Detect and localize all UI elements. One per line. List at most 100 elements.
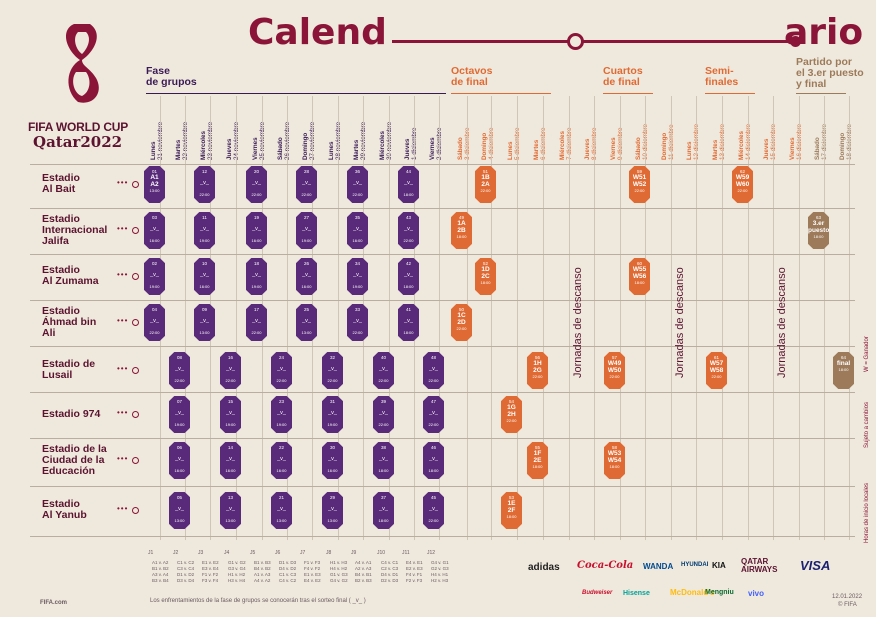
- match-team-b: 2A: [481, 181, 490, 188]
- match-teams: _v_: [328, 456, 337, 462]
- match-time: 18:00: [506, 514, 517, 519]
- sf-rule: [705, 93, 755, 94]
- match-hex: 49 1A 2B 18:00: [451, 212, 472, 249]
- day-header: Sábado26 noviembre: [277, 122, 291, 160]
- match-time: 18:00: [403, 284, 414, 289]
- match-teams: _v_: [353, 318, 362, 324]
- match-time: 18:00: [609, 464, 620, 469]
- match-hex: 64 final 18:00: [833, 352, 854, 389]
- match-teams: _v_: [379, 366, 388, 372]
- match-number: 48: [430, 355, 436, 360]
- sponsor-vivo: vivo: [748, 589, 765, 598]
- match-team-a: 1E: [507, 500, 516, 507]
- column-divider: [185, 96, 186, 540]
- match-time: 18:00: [532, 464, 543, 469]
- match-time: 22:00: [711, 374, 722, 379]
- match-team-b: W58: [709, 367, 724, 374]
- match-team-b: 2F: [507, 507, 516, 514]
- match-time: 22:00: [149, 330, 160, 335]
- match-hex: 54 1G 2H 22:00: [501, 396, 522, 433]
- match-number: 60: [636, 261, 642, 266]
- match-team-b: W54: [607, 457, 622, 464]
- match-number: 58: [611, 445, 617, 450]
- match-time: 22:00: [634, 188, 645, 193]
- match-hex: 36 _v_ 22:00: [347, 166, 368, 203]
- day-header: Jueves24 noviembre: [226, 122, 240, 160]
- group-pairings: D1 v. D3 D4 v. D2 C1 v. C3 C4 v. C2: [279, 560, 297, 583]
- match-team-a: 1B: [481, 174, 490, 181]
- match-time: 16:00: [327, 468, 338, 473]
- title-ball-icon: [567, 33, 584, 50]
- column-divider: [671, 96, 672, 540]
- match-teams: _v_: [429, 410, 438, 416]
- side-note-winner: W = Ganador: [864, 336, 870, 372]
- match-time: 22:00: [327, 378, 338, 383]
- match-time: 22:00: [532, 374, 543, 379]
- day-header: Lunes12 diciembre: [686, 124, 700, 160]
- match-time: 18:00: [634, 280, 645, 285]
- sponsor-kia: KIA: [712, 561, 726, 570]
- match-teams: _v_: [252, 318, 261, 324]
- match-number: 02: [151, 261, 157, 266]
- match-time: 16:00: [301, 284, 312, 289]
- stadium-ball-icon: [132, 457, 139, 464]
- match-number: 63: [815, 215, 821, 220]
- row-divider: [30, 300, 855, 301]
- day-header: Sábado3 diciembre: [457, 127, 471, 160]
- match-time: 22:00: [428, 518, 439, 523]
- match-time: 18:00: [378, 468, 389, 473]
- match-time: 18:00: [378, 518, 389, 523]
- match-number: 45: [430, 495, 436, 500]
- day-header: Viernes2 diciembre: [429, 127, 443, 160]
- match-hex: 06 _v_ 16:00: [169, 442, 190, 479]
- match-time: 22:00: [251, 330, 262, 335]
- sponsor-adidas: adidas: [528, 562, 560, 573]
- column-divider: [236, 96, 237, 540]
- match-teams: _v_: [353, 226, 362, 232]
- match-time: 22:00: [428, 378, 439, 383]
- match-hex: 09 _v_ 13:00: [194, 304, 215, 341]
- match-team-a: W49: [607, 360, 622, 367]
- match-hex: 18 _v_ 19:00: [246, 258, 267, 295]
- match-team-b: 2G: [533, 367, 542, 374]
- match-team-b: 2D: [457, 319, 466, 326]
- match-time: 19:00: [174, 422, 185, 427]
- sponsor-mengniu: Mengniu: [705, 589, 734, 596]
- match-team-b: 2H: [507, 411, 516, 418]
- match-time: 19:00: [199, 238, 210, 243]
- match-number: 21: [278, 495, 284, 500]
- match-time: 22:00: [378, 422, 389, 427]
- match-number: 61: [713, 355, 719, 360]
- match-number: 06: [176, 445, 182, 450]
- section-groups: Fase de grupos: [146, 65, 197, 88]
- match-team-a: W55: [632, 266, 647, 273]
- day-name: Lunes: [507, 141, 514, 160]
- match-hex: 38 _v_ 18:00: [373, 442, 394, 479]
- day-name: Jueves: [763, 138, 770, 160]
- match-teams: _v_: [429, 506, 438, 512]
- stadium-dots: •••: [117, 316, 129, 325]
- row-divider: [30, 208, 855, 209]
- group-pairings: H1 v. H3 H4 v. H2 G1 v. G3 G4 v. G2: [330, 560, 348, 583]
- match-number: 46: [430, 445, 436, 450]
- footer-fifa-link[interactable]: FIFA.com: [40, 600, 68, 606]
- match-number: 32: [329, 355, 335, 360]
- day-name: Martes: [712, 139, 719, 160]
- match-team-a: final: [836, 360, 851, 367]
- section-sf: Semi- finales: [705, 65, 739, 88]
- match-hex: 32 _v_ 22:00: [322, 352, 343, 389]
- match-time: 22:00: [301, 192, 312, 197]
- match-teams: _v_: [404, 318, 413, 324]
- match-hex: 35 _v_ 16:00: [347, 212, 368, 249]
- column-divider: [645, 96, 646, 540]
- match-team-a: W51: [632, 174, 647, 181]
- match-number: 20: [253, 169, 259, 174]
- match-teams: _v_: [252, 272, 261, 278]
- match-number: 54: [508, 399, 514, 404]
- sponsor-cocacola: Coca-Cola: [577, 560, 634, 571]
- group-pairings: E1 v. E2 E3 v. E4 F1 v. F2 F3 v. F4: [202, 560, 219, 583]
- match-teams: _v_: [379, 456, 388, 462]
- match-time: 18:00: [428, 468, 439, 473]
- r16-rule: [451, 93, 551, 94]
- day-header: Viernes9 diciembre: [610, 127, 624, 160]
